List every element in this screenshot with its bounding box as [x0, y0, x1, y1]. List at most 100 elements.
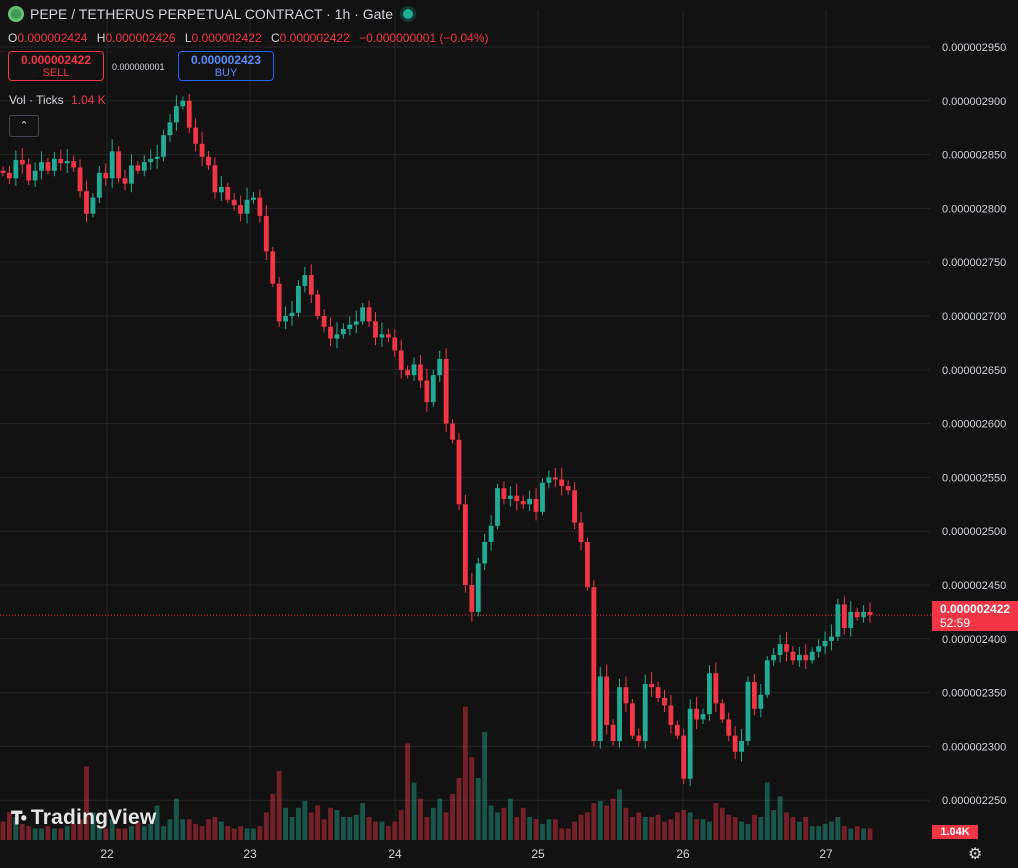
candle	[565, 480, 571, 495]
candle	[681, 728, 687, 785]
candle	[109, 139, 115, 188]
volume-bar	[321, 819, 327, 840]
y-tick-label: 0.000002650	[942, 365, 1006, 377]
volume-badge: 1.04K	[932, 825, 978, 839]
candle	[719, 699, 725, 723]
volume-bar	[418, 798, 423, 840]
volume-bar	[231, 828, 237, 840]
candle	[475, 557, 481, 617]
sell-button[interactable]: 0.000002422 SELL	[8, 51, 104, 81]
volume-bar	[507, 798, 513, 840]
spread-value: 0.000000001	[112, 62, 165, 72]
volume-bar	[668, 819, 674, 840]
candle	[758, 683, 764, 718]
volume-bar	[430, 807, 436, 840]
chevron-up-icon: ⌃	[19, 120, 29, 132]
volume-bar	[167, 819, 173, 840]
buy-button[interactable]: 0.000002423 BUY	[178, 51, 274, 81]
volume-bar	[7, 812, 12, 840]
candle	[456, 432, 462, 510]
candle	[585, 537, 590, 591]
candle	[642, 674, 648, 749]
volume-bar	[642, 817, 648, 840]
candle	[430, 369, 436, 407]
volume-bar	[565, 828, 571, 840]
volume-bar	[116, 828, 122, 840]
candle	[861, 605, 866, 623]
candle	[186, 93, 192, 134]
high-label: H	[96, 31, 106, 45]
gear-icon[interactable]: ⚙	[968, 846, 983, 863]
volume-bar	[495, 812, 500, 840]
candle	[674, 720, 680, 740]
volume-bar	[283, 807, 288, 840]
volume-bar	[129, 826, 134, 840]
y-tick-label: 0.000002700	[942, 311, 1006, 323]
volume-bar	[469, 757, 475, 840]
volume-bar	[180, 819, 186, 840]
candle	[141, 155, 147, 177]
candle	[199, 131, 205, 167]
volume-bar	[790, 817, 796, 840]
volume-bar	[694, 819, 700, 840]
volume-bar	[77, 819, 83, 840]
volume-bar	[19, 823, 25, 840]
collapse-legend-button[interactable]: ⌃	[9, 115, 39, 137]
candle	[26, 158, 32, 185]
volume-bar	[540, 823, 545, 840]
volume-bar	[437, 798, 443, 840]
candle	[244, 187, 250, 224]
candle	[32, 162, 38, 187]
volume-bar	[340, 817, 346, 840]
candle	[257, 189, 263, 223]
brand-name: TradingView	[30, 806, 157, 829]
candle	[296, 280, 301, 318]
volume-bar	[13, 817, 19, 840]
tradingview-logo[interactable]: 𝐓• TradingView	[11, 806, 156, 830]
candle	[385, 328, 391, 342]
candle	[591, 580, 597, 747]
candle	[700, 708, 706, 724]
candle	[129, 154, 134, 193]
candle	[270, 247, 276, 288]
volume-bar	[482, 731, 488, 840]
candle	[411, 357, 417, 381]
candle	[360, 303, 366, 325]
volume-bar	[764, 782, 770, 840]
candle	[103, 163, 109, 186]
high-value: 0.000002426	[105, 31, 176, 45]
candle	[437, 350, 443, 382]
volume-bar	[360, 803, 366, 840]
candle	[77, 159, 83, 198]
volume-bar	[257, 826, 263, 840]
volume-bar	[816, 826, 822, 840]
volume-bar	[732, 817, 738, 840]
candle	[694, 696, 700, 730]
candle	[507, 486, 513, 507]
candle	[636, 728, 642, 747]
candle	[193, 118, 199, 152]
candle	[501, 481, 507, 505]
volume-bar	[520, 807, 526, 840]
volume-bar	[263, 812, 269, 840]
candle	[462, 494, 468, 593]
volume-bar	[289, 817, 295, 840]
volume-bar	[610, 798, 616, 840]
volume-bar	[109, 819, 115, 840]
candle	[662, 689, 667, 713]
volume-bar	[251, 828, 256, 840]
volume-bar	[822, 823, 828, 840]
candle	[167, 114, 173, 142]
candle	[771, 648, 777, 666]
volume-bar	[501, 807, 507, 840]
low-value: 0.000002422	[191, 31, 262, 45]
symbol-title[interactable]: PEPE / TETHERUS PERPETUAL CONTRACT · 1h …	[30, 6, 394, 22]
candle	[829, 624, 834, 651]
y-tick-label: 0.000002850	[942, 150, 1006, 162]
tradingview-icon: 𝐓•	[11, 807, 27, 828]
candle	[803, 644, 809, 669]
volume-bar	[51, 828, 57, 840]
change-value: −0.000000001 (−0.04%)	[359, 31, 489, 45]
volume-bar	[379, 821, 385, 840]
